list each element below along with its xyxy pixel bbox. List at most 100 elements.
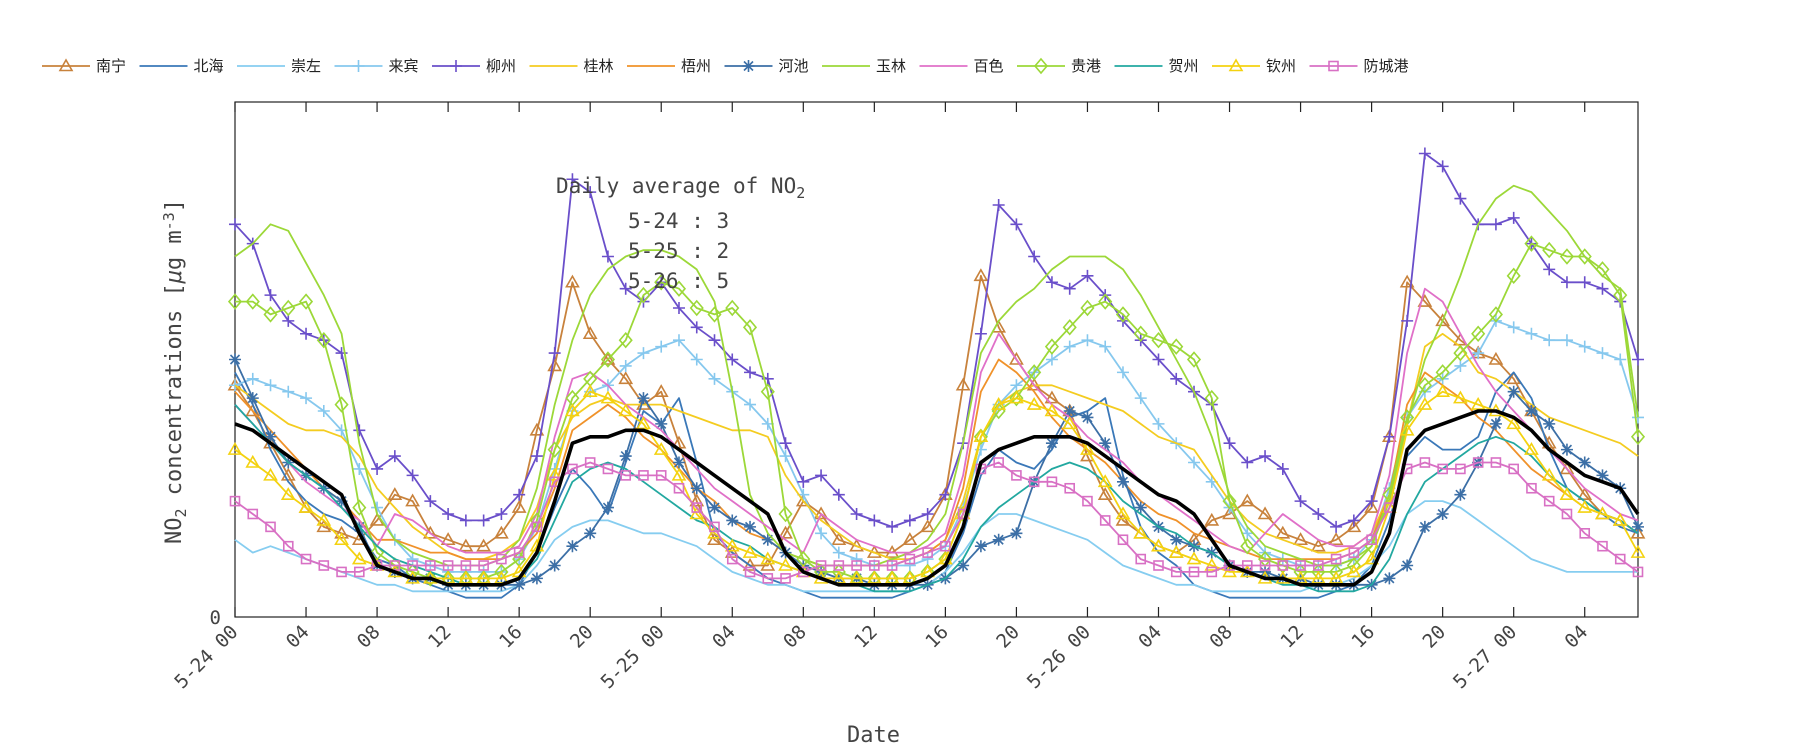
legend-item: 北海 [139, 57, 224, 75]
series-13-marker [1082, 495, 1093, 507]
series-4-marker [903, 514, 916, 527]
series-12-marker [1080, 442, 1095, 455]
series-3-marker [1507, 321, 1520, 334]
legend-item: 柳州 [432, 57, 516, 75]
series-4-marker [1223, 437, 1236, 450]
series-10-marker [778, 505, 793, 523]
series-4-marker [388, 450, 401, 463]
series-12-marker [653, 442, 669, 455]
series-4-marker [442, 508, 455, 520]
series-12-marker [884, 570, 900, 584]
series-10-marker [1488, 306, 1503, 323]
series-4-marker [708, 334, 721, 347]
series-12-marker [440, 570, 456, 584]
series-4-line [234, 152, 1639, 528]
series-0-marker [1275, 525, 1291, 539]
series-9-line [234, 287, 1639, 554]
series-4-marker [672, 302, 685, 314]
series-13-marker [869, 560, 880, 571]
series-10-marker [618, 331, 633, 349]
series-4-marker [1632, 353, 1644, 366]
series-13-marker [1366, 534, 1377, 546]
series-12-marker [671, 467, 687, 481]
series-11-line [234, 403, 1639, 593]
series-12-marker [1595, 506, 1610, 520]
series-7-marker [1116, 475, 1129, 488]
series-3-line [234, 319, 1639, 573]
series-7-marker [992, 533, 1005, 546]
series-7-marker [1560, 443, 1573, 456]
annotation-heading-main: Daily average of NO [556, 174, 796, 198]
series-10-marker [1435, 364, 1450, 381]
series-3-marker [1472, 347, 1485, 360]
series-12-marker [1577, 499, 1593, 513]
series-12-marker [1044, 403, 1060, 417]
series-12-marker [1612, 512, 1628, 526]
series-4-marker [868, 514, 881, 527]
series-13-marker [815, 560, 827, 571]
legend-item: 河池 [724, 57, 809, 75]
series-4-marker [300, 327, 313, 340]
series-10-marker [1151, 331, 1166, 349]
series-13-marker [1597, 540, 1608, 552]
series-0-marker [511, 499, 527, 513]
series-0-marker [813, 506, 829, 520]
series-0-marker [707, 532, 722, 546]
series-0-marker [1044, 390, 1060, 404]
series-10-marker [671, 280, 687, 297]
series-13-marker [1348, 547, 1360, 558]
series-0-marker [494, 525, 509, 539]
legend-item: 梧州 [627, 57, 711, 75]
series-13-marker [425, 560, 436, 571]
series-4-marker [566, 173, 579, 186]
series-4-marker [921, 508, 934, 520]
series-3-marker [708, 372, 721, 385]
series-7-marker [1525, 405, 1538, 417]
series-13-marker [300, 553, 312, 565]
legend-item: 贵港 [1017, 57, 1101, 75]
series-7-marker [1632, 520, 1644, 533]
series-7-marker [974, 540, 987, 553]
series-3-marker [1596, 347, 1609, 360]
series-3-marker [246, 372, 259, 385]
series-12-marker [760, 551, 776, 565]
legend-item: 防城港 [1309, 57, 1409, 75]
series-12-marker [724, 538, 740, 552]
series-12-marker [1310, 570, 1326, 584]
series-13-marker [442, 560, 454, 571]
legend-item: 百色 [919, 57, 1004, 75]
series-12-marker [1204, 557, 1220, 571]
series-0-marker [1310, 538, 1326, 552]
series-7-marker [1383, 572, 1396, 585]
series-10-marker [227, 293, 243, 310]
axes: 5-24 00 04 08 12 16 205-25 00 04 08 12 16 205-26 0… [170, 102, 1592, 693]
series-4-marker [690, 321, 703, 334]
series-12-marker [1506, 416, 1522, 430]
series-4-marker [1347, 514, 1360, 527]
series-0-marker [1097, 487, 1113, 500]
series-4-marker [229, 218, 241, 231]
series-12-marker [458, 570, 474, 584]
series-13-marker [620, 470, 632, 481]
series-10-marker [263, 306, 278, 323]
series-7-marker [957, 559, 970, 572]
series-7 [229, 353, 1644, 591]
series-3-marker [300, 392, 313, 405]
series-12-marker [1328, 570, 1344, 584]
series-12-marker [1293, 570, 1308, 584]
series-4-marker [850, 508, 863, 520]
series-7-marker [229, 353, 241, 366]
series-4-marker [477, 514, 490, 527]
series-3-marker [1188, 456, 1201, 469]
series-13-marker [584, 457, 596, 468]
series-13-marker [496, 553, 507, 565]
series-13-marker [1064, 482, 1075, 494]
series-12-marker [1364, 551, 1379, 565]
series-13-marker [709, 521, 720, 533]
series-13-marker [318, 560, 330, 571]
series-12-marker [689, 506, 705, 520]
series-7-marker [548, 559, 561, 572]
series-13-marker [354, 566, 365, 578]
y-tick-label: 0 [210, 607, 221, 629]
series-4-marker [1507, 211, 1520, 224]
